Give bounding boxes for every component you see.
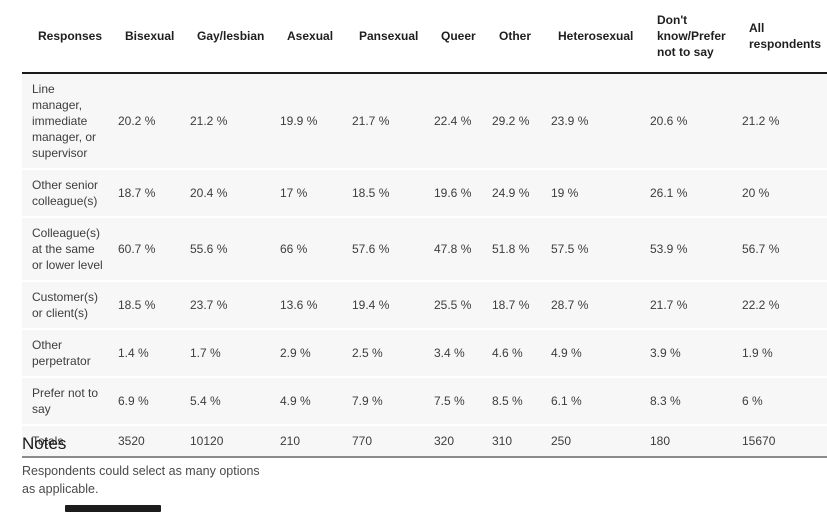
cell-value: 310 <box>492 434 513 448</box>
cell-value: 10120 <box>190 434 224 448</box>
cell-value: 19.6 % <box>434 186 472 200</box>
column-header: Pansexual <box>352 0 434 73</box>
cell-value: 25.5 % <box>434 298 472 312</box>
table-body: Line manager, immediate manager, or supe… <box>22 73 827 457</box>
table-header: Responses Bisexual Gay/lesbian Asexual Panse… <box>22 0 827 73</box>
row-label: Other senior colleague(s) <box>32 178 99 208</box>
cell-value: 19.9 % <box>280 114 318 128</box>
cell-value: 20.6 % <box>650 114 688 128</box>
cell-value: 47.8 % <box>434 242 472 256</box>
table-row: Totals 3520 10120 210 770 320 310 250 180 15670 <box>22 425 827 457</box>
column-header: Asexual <box>280 0 352 73</box>
cell-value: 18.5 % <box>118 298 156 312</box>
cell-value: 22.4 % <box>434 114 472 128</box>
cell-value: 1.4 % <box>118 346 149 360</box>
column-header: Queer <box>434 0 492 73</box>
cell-value: 2.9 % <box>280 346 311 360</box>
cell-value: 210 <box>280 434 301 448</box>
cell-value: 6.9 % <box>118 394 149 408</box>
table-row: Customer(s) or client(s) 18.5 % 23.7 % 13.6… <box>22 281 827 329</box>
cell-value: 5.4 % <box>190 394 221 408</box>
cell-value: 19.4 % <box>352 298 390 312</box>
cell-value: 20.2 % <box>118 114 156 128</box>
cell-value: 21.2 % <box>190 114 228 128</box>
cell-value: 3520 <box>118 434 145 448</box>
cell-value: 28.7 % <box>551 298 589 312</box>
cell-value: 250 <box>551 434 572 448</box>
row-label: Line manager, immediate manager, or supe… <box>32 82 97 160</box>
table-row: Other senior colleague(s) 18.7 % 20.4 % 17 … <box>22 169 827 217</box>
column-header: Responses <box>22 0 118 73</box>
row-label: Prefer not to say <box>32 386 99 416</box>
cell-value: 2.5 % <box>352 346 383 360</box>
cell-value: 21.7 % <box>352 114 390 128</box>
cell-value: 13.6 % <box>280 298 318 312</box>
column-header: Heterosexual <box>551 0 650 73</box>
cell-value: 21.2 % <box>742 114 780 128</box>
cell-value: 51.8 % <box>492 242 530 256</box>
cell-value: 55.6 % <box>190 242 228 256</box>
cell-value: 4.9 % <box>551 346 582 360</box>
notes-text: Respondents could select as many options… <box>22 464 260 497</box>
cell-value: 3.9 % <box>650 346 681 360</box>
cell-value: 23.7 % <box>190 298 228 312</box>
partial-dark-bar <box>65 505 161 512</box>
cell-value: 1.7 % <box>190 346 221 360</box>
cell-value: 66 % <box>280 242 308 256</box>
notes-heading: Notes <box>22 434 67 453</box>
cell-value: 24.9 % <box>492 186 530 200</box>
table-row: Prefer not to say 6.9 % 5.4 % 4.9 % 7.9 % 7.5… <box>22 377 827 425</box>
table-row: Line manager, immediate manager, or supe… <box>22 73 827 169</box>
cell-value: 7.9 % <box>352 394 383 408</box>
results-table: Responses Bisexual Gay/lesbian Asexual Panse… <box>22 0 827 458</box>
cell-value: 18.7 % <box>492 298 530 312</box>
cell-value: 53.9 % <box>650 242 688 256</box>
column-header: Bisexual <box>118 0 190 73</box>
cell-value: 4.9 % <box>280 394 311 408</box>
cell-value: 60.7 % <box>118 242 156 256</box>
notes-section: Notes Respondents could select as many o… <box>22 434 442 498</box>
cell-value: 180 <box>650 434 671 448</box>
cell-value: 6 % <box>742 394 763 408</box>
cell-value: 22.2 % <box>742 298 780 312</box>
cell-value: 57.5 % <box>551 242 589 256</box>
table-row: Colleague(s) at the same or lower level 6… <box>22 217 827 281</box>
cell-value: 56.7 % <box>742 242 780 256</box>
table-header-row: Responses Bisexual Gay/lesbian Asexual Panse… <box>22 0 827 73</box>
column-header: All respondents <box>742 0 827 73</box>
cell-value: 20.4 % <box>190 186 228 200</box>
row-label: Colleague(s) at the same or lower level <box>32 226 103 272</box>
cell-value: 8.3 % <box>650 394 681 408</box>
cell-value: 19 % <box>551 186 579 200</box>
table-row: Other perpetrator 1.4 % 1.7 % 2.9 % 2.5 % 3.4… <box>22 329 827 377</box>
column-header: Other <box>492 0 551 73</box>
cell-value: 18.5 % <box>352 186 390 200</box>
cell-value: 21.7 % <box>650 298 688 312</box>
cell-value: 1.9 % <box>742 346 773 360</box>
cell-value: 320 <box>434 434 455 448</box>
cell-value: 26.1 % <box>650 186 688 200</box>
row-label: Other perpetrator <box>32 338 91 368</box>
cell-value: 23.9 % <box>551 114 589 128</box>
cell-value: 20 % <box>742 186 770 200</box>
cell-value: 18.7 % <box>118 186 156 200</box>
row-label: Totals <box>32 434 64 448</box>
cell-value: 29.2 % <box>492 114 530 128</box>
cell-value: 57.6 % <box>352 242 390 256</box>
column-header: Don't know/Prefer not to say <box>650 0 742 73</box>
row-label: Customer(s) or client(s) <box>32 290 99 320</box>
column-header: Gay/lesbian <box>190 0 280 73</box>
cell-value: 6.1 % <box>551 394 582 408</box>
cell-value: 8.5 % <box>492 394 523 408</box>
cell-value: 7.5 % <box>434 394 465 408</box>
cell-value: 770 <box>352 434 373 448</box>
cell-value: 15670 <box>742 434 776 448</box>
cell-value: 17 % <box>280 186 308 200</box>
cell-value: 3.4 % <box>434 346 465 360</box>
cell-value: 4.6 % <box>492 346 523 360</box>
